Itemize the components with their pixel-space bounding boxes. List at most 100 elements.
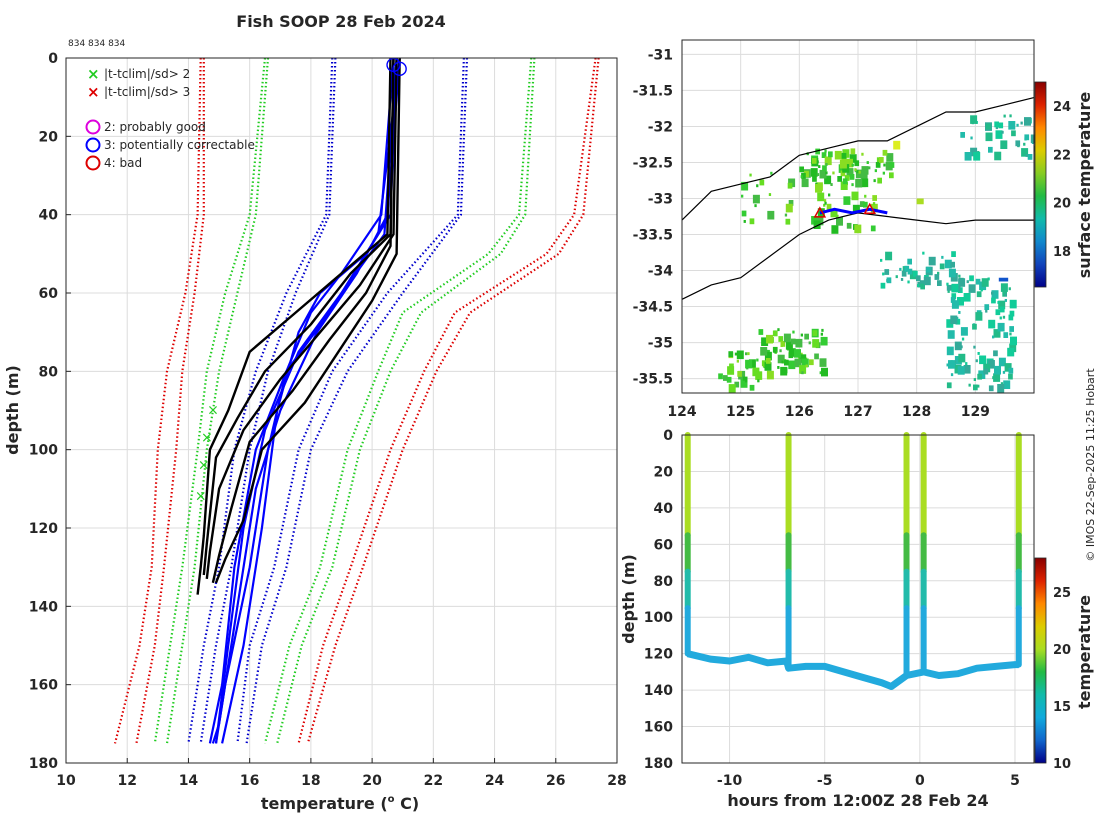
sst-pixel (728, 351, 734, 357)
sst-pixel (825, 163, 828, 166)
sst-pixel (1000, 283, 1008, 292)
x-tick-label: -5 (817, 773, 833, 789)
sst-pixel (759, 179, 765, 186)
sst-pixel (794, 349, 801, 358)
coastline (681, 97, 1035, 221)
sst-pixel (907, 258, 912, 265)
sst-pixel (1004, 363, 1012, 372)
colorbar-bar (1034, 557, 1047, 764)
y-tick-label: 140 (644, 683, 673, 699)
colorbar-tick-label: 20 (1053, 197, 1071, 212)
x-tick-label: -10 (717, 773, 743, 789)
sst-pixel (832, 171, 835, 175)
sst-pixel (824, 156, 832, 166)
sst-pixel (812, 330, 818, 336)
sst-pixel (983, 368, 989, 375)
colorbar-tick-label: 24 (1053, 100, 1071, 115)
sst-pixel (864, 194, 867, 198)
sst-pixel (970, 136, 973, 140)
legend-flag2-label: 2: probably good (104, 120, 206, 134)
sst-pixel (801, 172, 806, 179)
profile-y-ticks: 0 20 40 60 80 100 120 140 160 180 (29, 51, 71, 772)
y-tick-label: 20 (654, 464, 674, 480)
section-colorbar: 25 20 15 10 (1034, 557, 1071, 772)
sst-pixel (764, 351, 772, 361)
sst-pixel (947, 346, 950, 350)
sst-pixel (984, 304, 990, 310)
sst-pixel (772, 330, 778, 337)
sst-pixel (741, 194, 744, 198)
sst-pixel (968, 383, 971, 387)
figure-title: Fish SOOP 28 Feb 2024 (236, 12, 445, 31)
map-plot-frame (681, 39, 1035, 394)
sst-pixel (859, 201, 865, 207)
sst-pixel (854, 160, 860, 167)
black-profile-line (202, 57, 395, 576)
sst-pixel (926, 266, 931, 273)
sst-pixel (1007, 347, 1015, 357)
black-profile-line (211, 57, 395, 584)
sst-pixel (742, 380, 745, 384)
sst-pixel (856, 170, 859, 174)
sst-pixel (799, 365, 807, 374)
green-x-mark: × (195, 489, 207, 505)
sst-pixel (947, 290, 950, 293)
green-x-mark: × (201, 430, 213, 446)
sst-pixel (916, 275, 921, 282)
sst-pixel (820, 336, 828, 346)
sst-pixel (868, 166, 871, 170)
sst-pixel-warm (893, 140, 901, 150)
sst-pixel (993, 350, 998, 357)
sst-pixel (889, 162, 895, 168)
clim-green-upper-2 (276, 57, 536, 744)
sst-pixel (852, 204, 860, 214)
sst-pixel (811, 158, 817, 164)
y-tick-label: 180 (29, 756, 58, 772)
sst-pixel (801, 371, 804, 375)
sst-pixel (787, 182, 793, 189)
sst-pixel (1003, 380, 1011, 389)
sst-pixel (841, 153, 847, 159)
sst-pixel (958, 274, 961, 278)
sst-pixel (849, 154, 857, 163)
sst-pixel (1009, 114, 1012, 118)
x-tick-label: 22 (424, 773, 443, 789)
sst-pixel (752, 194, 760, 204)
sst-pixel (766, 370, 774, 380)
y-tick-label: 180 (644, 756, 673, 772)
sst-pixel (973, 378, 976, 381)
sst-pixel (839, 159, 847, 169)
x-tick-label: 18 (301, 773, 320, 789)
sst-pixel (946, 319, 954, 328)
sst-pixel (792, 330, 795, 334)
x-tick-label: 12 (117, 773, 136, 789)
sst-pixel (830, 208, 838, 218)
sst-pixel (837, 176, 842, 182)
sst-pixel (998, 300, 1006, 310)
sst-pixel (825, 171, 828, 175)
climatology-lines (113, 57, 600, 744)
map-x-ticks: 124 125 126 127 128 129 (667, 404, 990, 420)
sst-pixel (998, 357, 1006, 367)
section-y-axis-label: depth (m) (619, 554, 638, 644)
sst-pixel (812, 339, 820, 348)
y-tick-label: -32.5 (633, 155, 673, 171)
sst-pixel (762, 364, 766, 368)
sst-pixel (777, 366, 780, 369)
sst-pixel (1015, 140, 1021, 147)
sst-pixel (992, 376, 995, 380)
x-tick-label: 20 (362, 773, 382, 789)
sst-pixel (875, 162, 881, 168)
legend-flag3-label: 3: potentially correctable (104, 138, 255, 152)
sst-pixel (895, 275, 898, 279)
sst-pixel (997, 322, 1005, 332)
sst-pixel (946, 382, 952, 389)
section-data (684, 432, 1022, 690)
profile-legend: × |t-tclim|/sd> 2 × |t-tclim|/sd> 3 2: p… (85, 65, 255, 171)
sst-pixel (870, 225, 876, 232)
sst-pixel (828, 151, 833, 158)
legend-flag2-icon (85, 119, 101, 135)
sst-pixel (973, 152, 981, 161)
blue-profile-line (221, 57, 398, 744)
y-tick-label: 60 (654, 537, 674, 553)
